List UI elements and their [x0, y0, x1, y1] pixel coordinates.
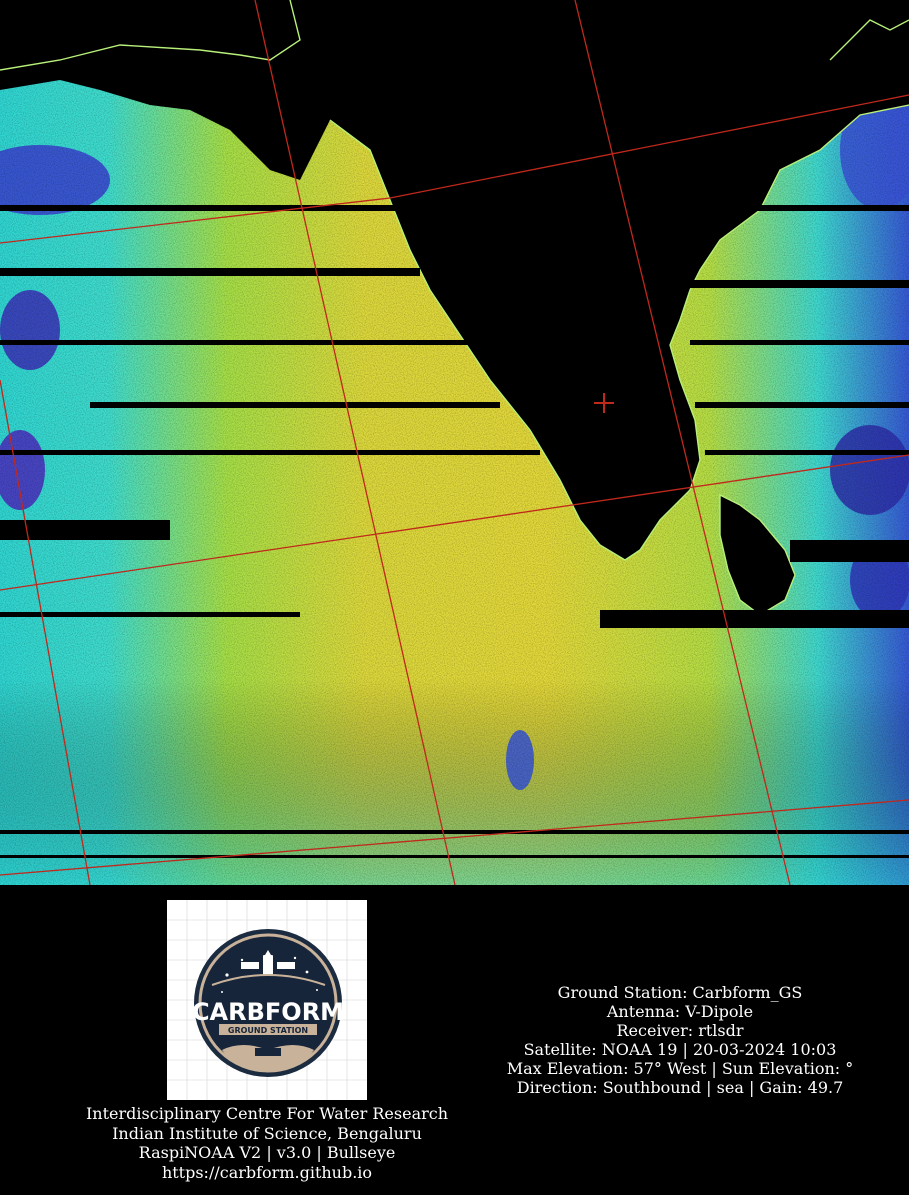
- satellite-text: Satellite: NOAA 19 | 20-03-2024 10:03: [523, 1040, 837, 1059]
- software-version: RaspiNOAA V2 | v3.0 | Bullseye: [138, 1143, 396, 1162]
- graticule-lines: [0, 0, 909, 885]
- website-link[interactable]: https://carbform.github.io: [161, 1162, 373, 1182]
- direction-text: Direction: Southbound | sea | Gain: 49.7: [516, 1078, 844, 1097]
- logo-hands: [222, 1045, 314, 1072]
- carbform-logo: CARBFORM GROUND STATION: [167, 900, 367, 1100]
- logo-subtitle-band: [219, 1024, 317, 1035]
- logo-stars: [221, 956, 318, 993]
- crosshair-marker: [594, 393, 614, 413]
- footer-panel: [0, 885, 909, 1195]
- scan-dropouts: [0, 205, 909, 858]
- logo-title: CARBFORM: [192, 998, 344, 1026]
- receiver-text: Receiver: rtlsdr: [616, 1021, 744, 1040]
- station-info: Ground Station: Carbform_GS Antenna: V-D…: [500, 983, 860, 1097]
- coastlines: [0, 0, 909, 616]
- institute-name: Indian Institute of Science, Bengaluru: [112, 1123, 422, 1143]
- elevation-text: Max Elevation: 57° West | Sun Elevation:…: [506, 1059, 854, 1078]
- logo-orbit: [211, 974, 326, 986]
- ground-station-text: Ground Station: Carbform_GS: [557, 983, 803, 1002]
- org-name: Interdisciplinary Centre For Water Resea…: [85, 1104, 449, 1123]
- organization-info: Interdisciplinary Centre For Water Resea…: [60, 1104, 474, 1182]
- satellite-image: [0, 0, 909, 885]
- antenna-text: Antenna: V-Dipole: [606, 1002, 754, 1021]
- satellite-icon: [241, 950, 295, 975]
- logo-subtitle: GROUND STATION: [228, 1026, 308, 1035]
